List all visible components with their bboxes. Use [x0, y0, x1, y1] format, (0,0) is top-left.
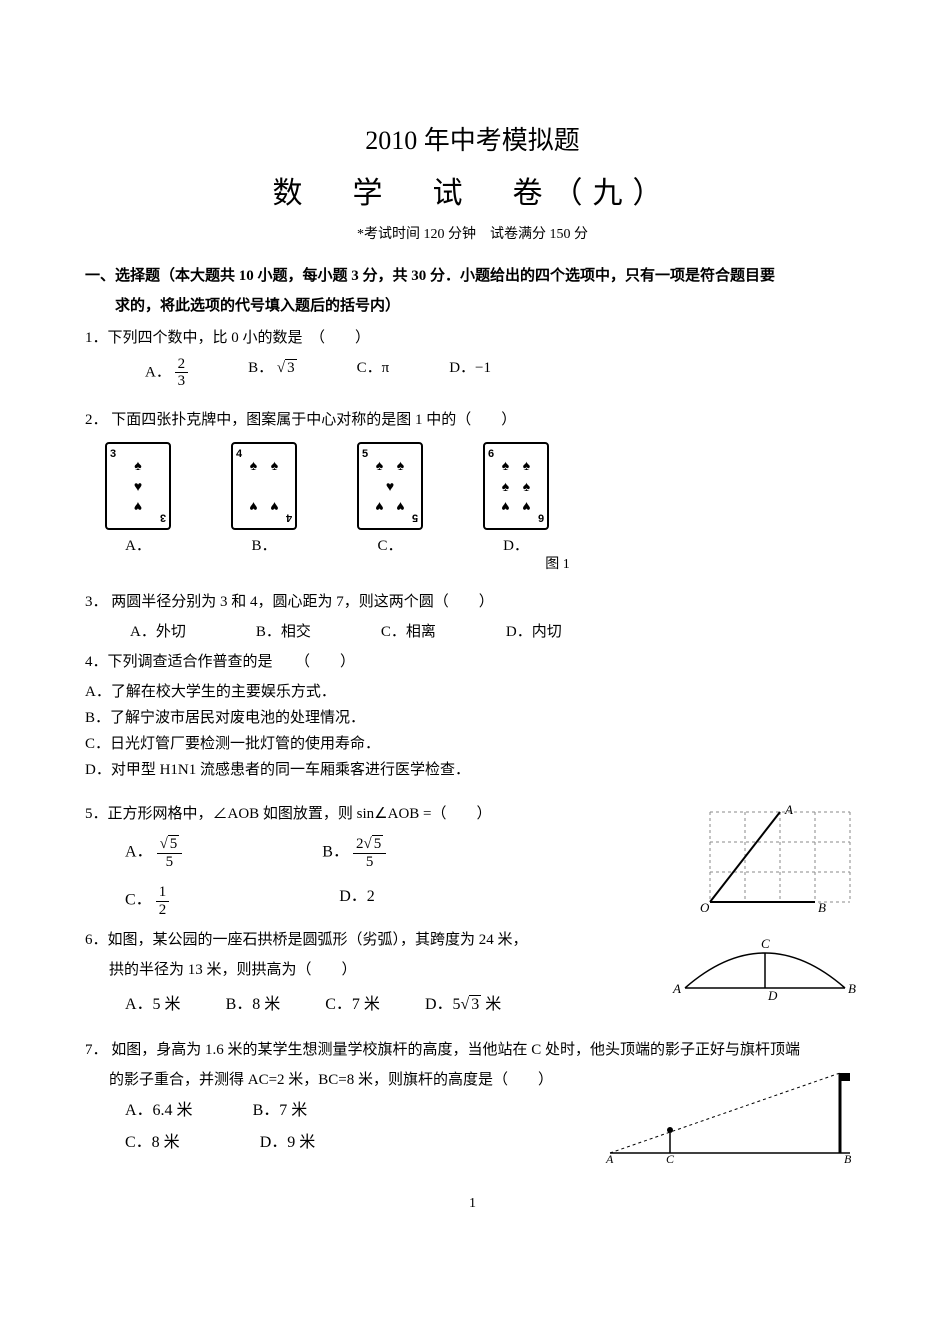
card-6-tl: 6: [488, 446, 494, 464]
q5-optB-coef: 2: [356, 836, 364, 852]
q5-optA-rad: 5: [168, 835, 180, 852]
q2-labelD: D．: [483, 534, 549, 558]
q3-text: 3． 两圆半径分别为 3 和 4，圆心距为 7，则这两个圆（ ）: [85, 590, 860, 614]
card-5-tl: 5: [362, 446, 368, 464]
q6-text2: 拱的半径为 13 米，则拱高为（ ）: [85, 958, 650, 982]
q3-optD: D．内切: [506, 620, 562, 644]
q6-fig-B: B: [848, 981, 856, 996]
q2-cards: 3 ♠♥♥ 3 4 ♠♠♥♥ 4 5 ♠♠♥♥♥ 5 6 ♠♠♠♠♥♥ 6: [85, 442, 860, 530]
q7-fig-C: C: [666, 1152, 675, 1163]
q5-optD: D．2: [339, 884, 375, 918]
q5-optC-num: 1: [156, 884, 170, 902]
q4-text: 4．下列调查适合作普查的是 （ ）: [85, 650, 860, 674]
q6-optD-unit: 米: [481, 996, 501, 1013]
subtitle: *考试时间 120 分钟 试卷满分 150 分: [85, 224, 860, 246]
q3-optB: B．相交: [256, 620, 311, 644]
q2-text: 2． 下面四张扑克牌中，图案属于中心对称的是图 1 中的（ ）: [85, 408, 860, 432]
card-4-br: 4: [286, 508, 292, 526]
q3-optA: A．外切: [130, 620, 186, 644]
q6-fig-A: A: [672, 981, 681, 996]
q5-figure: A O B: [700, 802, 860, 912]
q5-row: 5．正方形网格中，∠AOB 如图放置，则 sin∠AOB =（ ） A． 55 …: [85, 802, 860, 928]
q6-figure: A B C D: [670, 928, 860, 1003]
q1-optB: B． 3: [248, 356, 297, 390]
q2-labelA: A．: [105, 534, 171, 558]
q5-fig-A: A: [784, 802, 793, 817]
q6-optA: A．5 米: [125, 992, 181, 1018]
card-6-br: 6: [538, 508, 544, 526]
q4-optA: A．了解在校大学生的主要娱乐方式．: [85, 680, 860, 704]
q6-fig-C: C: [761, 936, 770, 951]
card-6: 6 ♠♠♠♠♥♥ 6: [483, 442, 549, 530]
q5-optB-label: B．: [322, 844, 349, 861]
card-4: 4 ♠♠♥♥ 4: [231, 442, 297, 530]
q1-optD: D．−1: [449, 356, 491, 390]
q5-optB-den: 5: [353, 854, 386, 871]
q1-optB-rad: 3: [285, 359, 297, 376]
q7-optB: B．7 米: [253, 1098, 308, 1124]
q7-optC: C．8 米: [125, 1130, 180, 1156]
q5-fig-B: B: [818, 900, 826, 912]
q5-optB-rad: 5: [372, 835, 384, 852]
q3-optC: C．相离: [381, 620, 436, 644]
section-header-line2: 求的，将此选项的代号填入题后的括号内）: [85, 294, 860, 318]
card-5-br: 5: [412, 508, 418, 526]
q1-optC: C．π: [357, 356, 390, 390]
q1-optA-num: 2: [175, 356, 189, 374]
q7-figure: A C B: [600, 1068, 860, 1163]
q7-optD: D．9 米: [260, 1130, 316, 1156]
q6-optC: C．7 米: [325, 992, 380, 1018]
q6-optD-label: D．5: [425, 996, 461, 1013]
q1-optA-den: 3: [175, 373, 189, 390]
q4-optB: B．了解宁波市居民对废电池的处理情况．: [85, 706, 860, 730]
q1-text: 1．下列四个数中，比 0 小的数是 （ ）: [85, 326, 860, 350]
card-3-br: 3: [160, 508, 166, 526]
q6-optB: B．8 米: [226, 992, 281, 1018]
q4-optC: C．日光灯管厂要检测一批灯管的使用寿命．: [85, 732, 860, 756]
page-number: 1: [85, 1193, 860, 1215]
q7-row: 的影子重合，并测得 AC=2 米，BC=8 米，则旗杆的高度是（ ） A．6.4…: [85, 1068, 860, 1163]
card-4-tl: 4: [236, 446, 242, 464]
q7-fig-A: A: [605, 1152, 614, 1163]
card-3-tl: 3: [110, 446, 116, 464]
q2-labelC: C．: [357, 534, 423, 558]
q1-options: A． 23 B． 3 C．π D．−1: [85, 356, 860, 390]
card-3: 3 ♠♥♥ 3: [105, 442, 171, 530]
q7-text1: 7． 如图，身高为 1.6 米的某学生想测量学校旗杆的高度，当他站在 C 处时，…: [85, 1038, 860, 1062]
section-header-line1: 一、选择题（本大题共 10 小题，每小题 3 分，共 30 分．小题给出的四个选…: [85, 264, 860, 288]
q5-optA: A． 5 5: [125, 836, 182, 870]
q5-text: 5．正方形网格中，∠AOB 如图放置，则 sin∠AOB =（ ）: [85, 802, 680, 826]
q6-optD-rad: 3: [469, 995, 481, 1013]
q5-optA-den: 5: [157, 854, 183, 871]
q6-optD: D．5 3 米: [425, 992, 501, 1018]
q1-optA-label: A．: [145, 364, 171, 380]
q5-optB: B． 255: [322, 836, 386, 870]
q1-optA: A． 23: [145, 356, 188, 390]
q5-optC-den: 2: [156, 902, 170, 919]
q3-options: A．外切 B．相交 C．相离 D．内切: [85, 620, 860, 644]
q5-fig-O: O: [700, 900, 710, 912]
title-year: 2010 年中考模拟题: [85, 120, 860, 162]
q2-labelB: B．: [231, 534, 297, 558]
q4-optD: D．对甲型 H1N1 流感患者的同一车厢乘客进行医学检查．: [85, 758, 860, 782]
q1-optB-label: B．: [248, 360, 273, 376]
q6-row: 6．如图，某公园的一座石拱桥是圆弧形（劣弧），其跨度为 24 米， 拱的半径为 …: [85, 928, 860, 1038]
q2-figure-label: 图 1: [255, 554, 860, 576]
q6-fig-D: D: [767, 988, 778, 1003]
q5-optA-label: A．: [125, 844, 153, 861]
card-5: 5 ♠♠♥♥♥ 5: [357, 442, 423, 530]
q7-fig-B: B: [844, 1152, 852, 1163]
title-main: 数 学 试 卷（九）: [85, 170, 860, 218]
q7-text2: 的影子重合，并测得 AC=2 米，BC=8 米，则旗杆的高度是（ ）: [85, 1068, 580, 1092]
q5-optC: C． 12: [125, 884, 169, 918]
q6-text1: 6．如图，某公园的一座石拱桥是圆弧形（劣弧），其跨度为 24 米，: [85, 928, 650, 952]
q5-optC-label: C．: [125, 892, 152, 909]
q7-optA: A．6.4 米: [125, 1098, 193, 1124]
